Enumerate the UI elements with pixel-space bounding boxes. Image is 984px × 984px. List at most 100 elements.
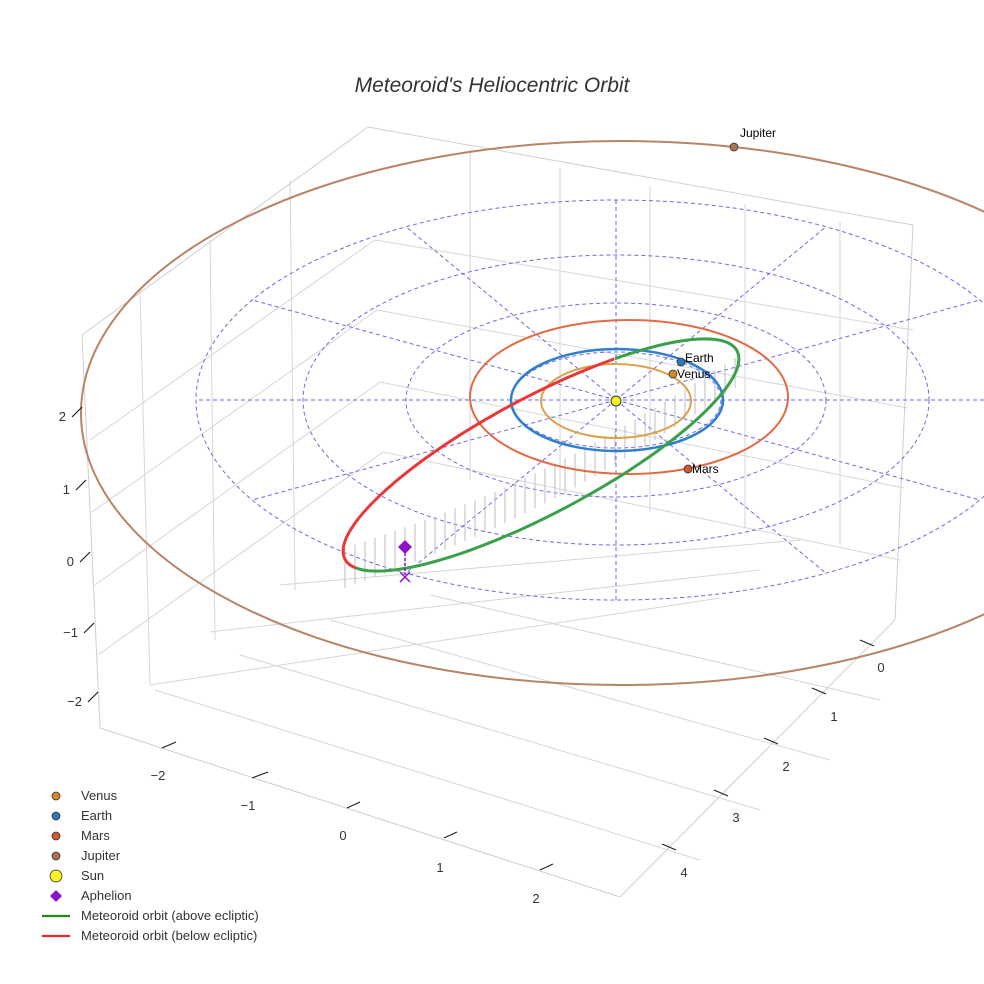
x-tick (161, 741, 177, 749)
z-tick (87, 691, 99, 703)
meteoroid-orbit-above (355, 337, 741, 573)
reference-spoke (405, 226, 617, 401)
x-tick-label: 0 (339, 828, 346, 843)
legend-label: Earth (81, 808, 113, 823)
grid-line (289, 179, 296, 591)
venus-orbit (540, 363, 692, 439)
box-edge (81, 126, 369, 336)
box-edge (81, 334, 101, 729)
legend-label: Venus (81, 788, 118, 803)
grid-line (239, 654, 761, 811)
grid-line (429, 594, 881, 701)
axis-box (81, 126, 914, 898)
z-tick (71, 406, 83, 418)
body-markers: Venus Earth Mars Jupiter (398, 126, 776, 583)
y-tick-label: 4 (680, 865, 687, 880)
y-tick (763, 737, 779, 745)
legend-label: Mars (81, 828, 110, 843)
y-tick (859, 639, 875, 647)
mars-marker (683, 464, 693, 474)
legend-item[interactable]: Sun (40, 866, 259, 886)
ecliptic-reference-grid (195, 199, 984, 601)
legend-label: Meteoroid orbit (below ecliptic) (81, 928, 258, 943)
y-tick-label: 3 (732, 810, 739, 825)
x-tick (443, 831, 458, 839)
legend-item[interactable]: Mars (40, 826, 259, 846)
venus-label: Venus (677, 367, 710, 381)
legend-dot (51, 851, 61, 861)
legend-swatch (51, 851, 61, 861)
earth-label: Earth (685, 351, 714, 365)
jupiter-marker (729, 142, 739, 152)
legend-diamond (50, 890, 62, 902)
reference-spoke (252, 399, 617, 501)
legend-swatch (51, 831, 61, 841)
legend-item[interactable]: Meteoroid orbit (below ecliptic) (40, 926, 259, 946)
aphelion-projection (399, 571, 411, 583)
legend-label: Jupiter (81, 848, 121, 863)
legend-dot (51, 811, 61, 821)
legend: Venus Earth Mars Jupiter Sun Aphelion Meteoroi… (40, 786, 259, 946)
legend-item[interactable]: Jupiter (40, 846, 259, 866)
y-tick-label: 1 (830, 709, 837, 724)
meteoroid-orbit-below (341, 357, 615, 570)
legend-label: Aphelion (81, 888, 132, 903)
earth-orbit (509, 347, 725, 453)
z-tick (83, 622, 95, 634)
x-tick (539, 863, 554, 871)
legend-swatch (51, 791, 61, 801)
legend-dot (51, 831, 61, 841)
height-drop-lines (344, 358, 736, 588)
reference-spoke (615, 226, 827, 401)
z-tick-label: 2 (59, 409, 66, 424)
box-edge (367, 126, 914, 226)
legend-swatch (42, 934, 70, 938)
box-edge (619, 619, 896, 898)
z-tick-label: −2 (67, 694, 82, 709)
grid-line (209, 239, 216, 641)
y-tick-label: 2 (782, 759, 789, 774)
grid-line (329, 619, 831, 761)
mars-orbit (469, 319, 789, 475)
x-tick-label: −2 (151, 768, 166, 783)
reference-spoke (615, 399, 980, 501)
box-edge (894, 224, 914, 621)
sun-marker (610, 395, 622, 407)
x-tick-label: 1 (436, 860, 443, 875)
grid-line (94, 381, 905, 586)
legend-swatch (42, 914, 70, 918)
grid-line (154, 689, 701, 861)
legend-label: Meteoroid orbit (above ecliptic) (81, 908, 259, 923)
reference-ring (302, 254, 930, 546)
earth-marker (676, 357, 686, 367)
legend-label: Sun (81, 868, 105, 883)
y-tick (661, 843, 677, 851)
legend-item[interactable]: Aphelion (40, 886, 259, 906)
legend-swatch (50, 890, 62, 902)
legend-dot (51, 791, 61, 801)
x-tick (346, 801, 361, 809)
z-tick (79, 551, 91, 563)
y-tick (713, 789, 729, 797)
z-tick-label: −1 (63, 625, 78, 640)
jupiter-orbit (80, 140, 984, 686)
reference-spoke (615, 399, 827, 574)
axis-ticks: 2 1 0 −1 −2 −2 −1 0 1 2 0 1 2 3 4 (59, 406, 885, 906)
x-tick-label: 2 (532, 891, 539, 906)
venus-marker (668, 369, 678, 379)
legend-item[interactable]: Earth (40, 806, 259, 826)
grid-line (209, 569, 761, 633)
x-tick-label: −1 (241, 798, 256, 813)
legend-sun (49, 869, 63, 883)
aphelion-marker (398, 540, 412, 554)
grid-line (149, 597, 721, 686)
legend-item[interactable]: Meteoroid orbit (above ecliptic) (40, 906, 259, 926)
reference-spoke (615, 299, 980, 401)
z-tick-label: 0 (67, 554, 74, 569)
grid-lines (89, 150, 914, 861)
orbit-paths (80, 140, 984, 686)
z-tick-label: 1 (63, 482, 70, 497)
legend-swatch (51, 811, 61, 821)
legend-item[interactable]: Venus (40, 786, 259, 806)
